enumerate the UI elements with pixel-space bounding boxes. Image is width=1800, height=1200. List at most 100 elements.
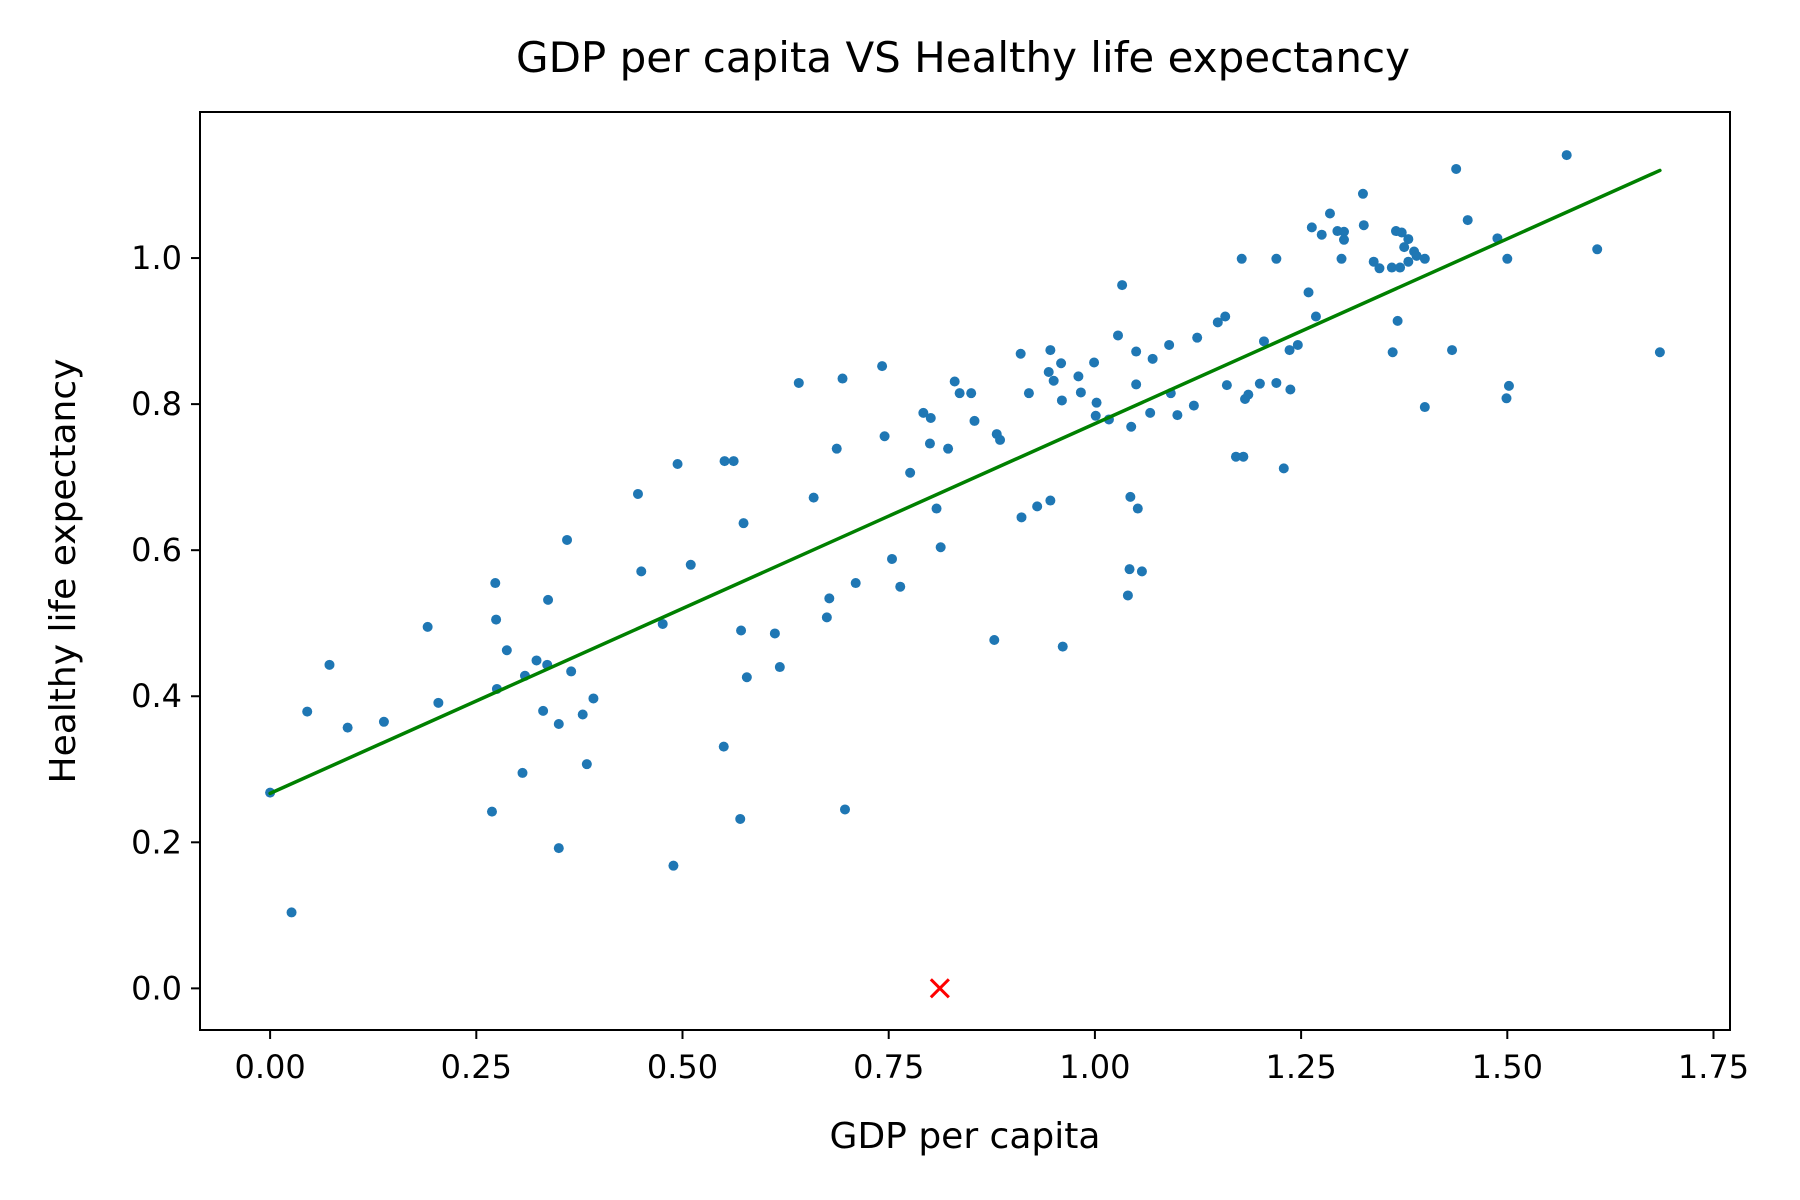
data-point [1045,345,1056,356]
data-point [1212,317,1223,328]
data-point [1654,347,1665,358]
data-point [769,628,780,639]
data-point [668,860,679,871]
data-point [1089,357,1100,368]
data-point [1164,339,1175,350]
data-point [538,705,549,716]
data-point [1358,220,1369,231]
data-point [1316,229,1327,240]
x-tick-label: 1.50 [1472,1048,1543,1086]
data-point [1419,253,1430,264]
data-point [422,621,433,632]
data-point [1592,244,1603,255]
data-point [821,612,832,623]
data-point [850,578,861,589]
data-point [1285,384,1296,395]
data-point [491,614,502,625]
data-point [1503,380,1514,391]
data-point [543,594,554,605]
data-point [1023,388,1034,399]
data-point [1306,222,1317,233]
data-point [736,625,747,636]
y-tick-label: 0.8 [131,385,182,423]
x-tick-label: 1.25 [1265,1048,1336,1086]
data-point [1188,400,1199,411]
data-point [793,377,804,388]
data-point [1271,377,1282,388]
fit-line [268,168,1662,796]
data-point [1336,253,1347,264]
y-tick-label: 0.2 [131,823,182,861]
data-point [1338,234,1349,245]
plot-area [265,150,1665,999]
data-point [1292,339,1303,350]
data-point [577,709,588,720]
data-point [1502,253,1513,264]
data-point [672,459,683,470]
data-point [1016,512,1027,523]
data-point [1057,641,1068,652]
data-point [1411,250,1422,261]
chart-title: GDP per capita VS Healthy life expectanc… [516,33,1410,82]
data-point [378,716,389,727]
data-point [632,488,643,499]
data-point [895,581,906,592]
data-point [718,741,729,752]
data-point [887,553,898,564]
data-point [1132,503,1143,514]
data-point [1451,163,1462,174]
data-point [1303,287,1314,298]
data-point [877,361,888,372]
data-point [1015,348,1026,359]
data-point [1368,256,1379,267]
data-point [1075,387,1086,398]
x-tick-label: 0.25 [441,1048,512,1086]
data-point [1117,280,1128,291]
data-point [1131,379,1142,390]
data-point [1258,336,1269,347]
data-point [1125,491,1136,502]
data-point [728,456,739,467]
data-point [738,518,749,529]
data-point [1243,389,1254,400]
data-point [636,566,647,577]
data-point [1403,256,1414,267]
x-tick-label: 0.50 [647,1048,718,1086]
data-point [966,388,977,399]
data-point [1073,371,1084,382]
data-point [943,443,954,454]
data-point [1056,358,1067,369]
data-point [1192,332,1203,343]
data-point [925,413,936,423]
data-point [1392,315,1403,326]
data-point [1091,397,1102,408]
data-point [969,415,980,426]
data-point [501,645,512,656]
data-point [562,534,573,545]
data-point [302,706,313,717]
data-point [1386,262,1397,273]
data-point [1324,208,1335,219]
data-point [1032,501,1043,512]
data-point [1090,410,1101,421]
data-point [342,722,353,733]
data-point [1447,345,1458,356]
data-point [879,431,890,442]
data-point [553,843,564,854]
data-point [1221,380,1232,391]
outlier-marker [929,978,950,999]
x-tick-label: 1.75 [1678,1048,1749,1086]
data-point [954,388,965,399]
outlier-marker-stroke [929,978,950,999]
data-point [1045,495,1056,506]
data-point [719,456,730,467]
data-point [918,407,929,418]
y-tick-label: 0.4 [131,677,182,715]
data-point [1145,407,1156,418]
data-point [1043,366,1054,377]
data-point [774,662,785,673]
data-point [1113,330,1123,341]
data-point [1278,463,1289,474]
data-point [685,559,696,570]
